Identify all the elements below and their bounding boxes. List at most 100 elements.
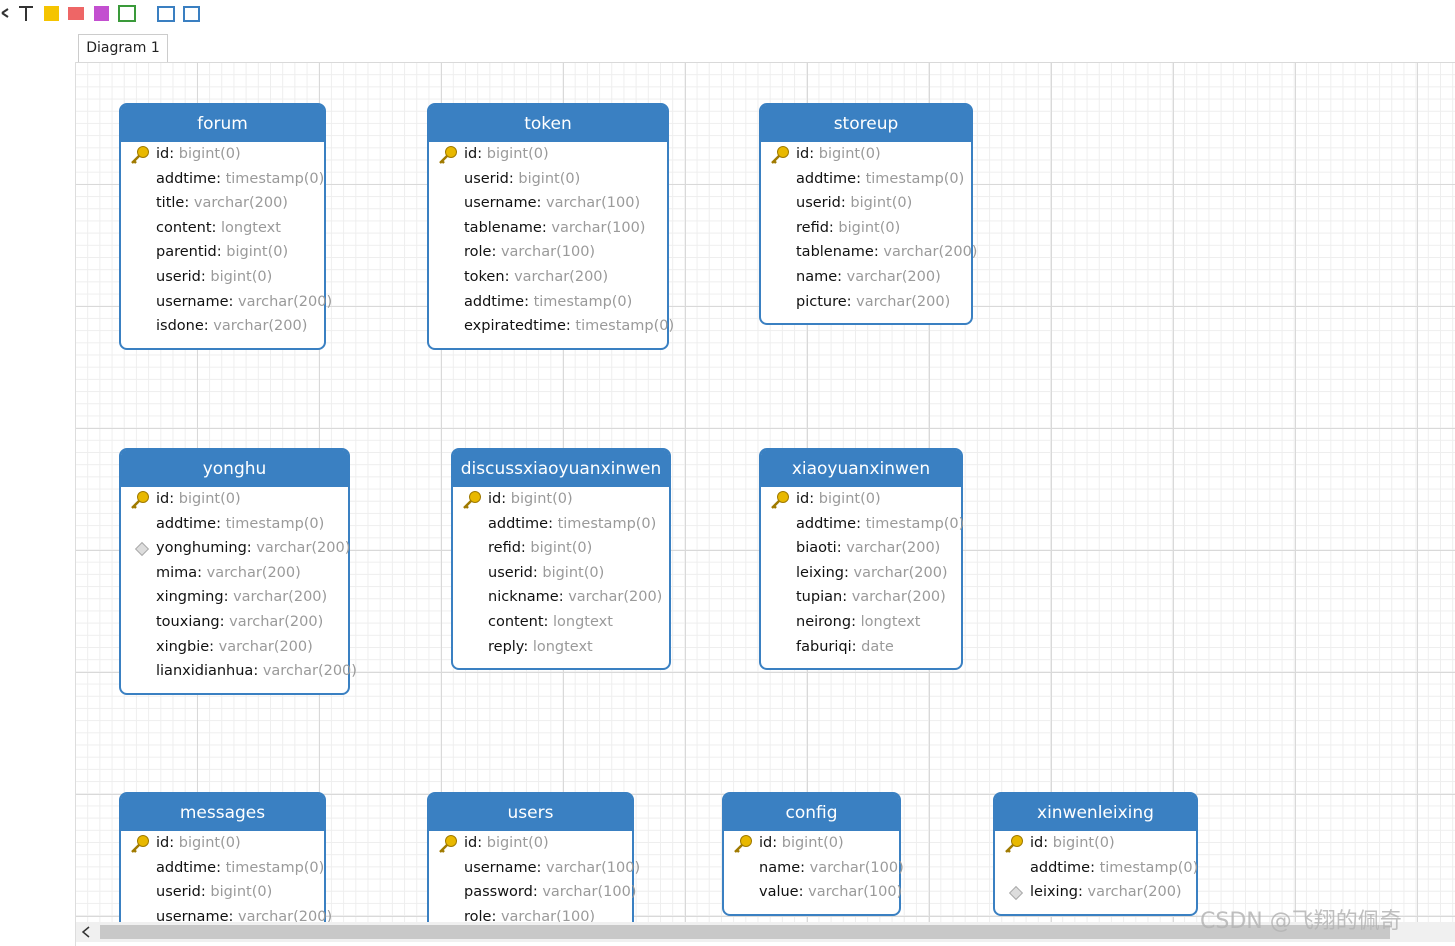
field-type: varchar(200) (209, 639, 313, 655)
table-name: discussxiaoyuanxinwen (453, 450, 669, 487)
field-name: id (488, 491, 502, 507)
field-row: idbigint(0) (429, 142, 667, 167)
field-name: id (759, 835, 773, 851)
field-row: useridbigint(0) (121, 880, 324, 905)
table-name: storeup (761, 105, 971, 142)
field-row: addtimetimestamp(0) (453, 512, 669, 537)
diagram-canvas: forumidbigint(0)addtimetimestamp(0)title… (76, 62, 1455, 922)
field-row: addtimetimestamp(0) (995, 856, 1198, 881)
field-name: id (156, 146, 170, 162)
key-icon (439, 835, 457, 853)
field-row: parentidbigint(0) (121, 240, 324, 265)
table-name: forum (121, 105, 324, 142)
table-box[interactable]: configidbigint(0)namevarchar(100)valueva… (722, 792, 904, 916)
field-type: bigint(0) (477, 835, 548, 851)
table-box[interactable]: xiaoyuanxinwenidbigint(0)addtimetimestam… (759, 448, 964, 671)
field-row: leixingvarchar(200) (995, 880, 1196, 905)
field-type: longtext (851, 614, 920, 630)
field-type: timestamp(0) (548, 516, 656, 532)
field-row: lianxidianhuavarchar(200) (121, 659, 357, 684)
field-row: rolevarchar(100) (429, 240, 667, 265)
field-row: idbigint(0) (121, 142, 324, 167)
table-name: xiaoyuanxinwen (761, 450, 961, 487)
field-row: idbigint(0) (995, 831, 1196, 856)
field-row: usernamevarchar(200) (121, 290, 332, 315)
field-name: content (488, 613, 544, 630)
table-name: messages (121, 794, 324, 831)
left-panel (0, 62, 76, 946)
field-type: timestamp(0) (216, 171, 324, 187)
field-name: value (759, 884, 799, 901)
field-name: parentid (156, 244, 217, 261)
field-type: timestamp(0) (216, 860, 324, 876)
field-row: addtimetimestamp(0) (121, 512, 348, 537)
field-type: bigint(0) (169, 491, 240, 507)
field-row: idbigint(0) (761, 487, 961, 512)
field-type: varchar(200) (229, 294, 333, 310)
field-name: id (796, 146, 810, 162)
field-name: refid (796, 219, 829, 236)
field-row: xingbievarchar(200) (121, 635, 348, 660)
field-type: varchar(200) (224, 589, 328, 605)
field-row: leixingvarchar(200) (761, 561, 961, 586)
field-type: bigint(0) (1043, 835, 1114, 851)
field-type: timestamp(0) (524, 294, 632, 310)
table-box[interactable]: messagesidbigint(0)addtimetimestamp(0)us… (119, 792, 332, 922)
field-type: varchar(100) (491, 244, 595, 260)
field-name: xingming (156, 589, 224, 606)
field-name: role (464, 244, 492, 261)
table-box[interactable]: forumidbigint(0)addtimetimestamp(0)title… (119, 103, 332, 350)
table-box[interactable]: usersidbigint(0)usernamevarchar(100)pass… (427, 792, 640, 922)
key-icon (734, 835, 752, 853)
toolbar-icons (1, 5, 200, 22)
horizontal-scrollbar[interactable] (76, 922, 1455, 942)
field-name: picture (796, 293, 847, 310)
field-type: varchar(200) (837, 540, 941, 556)
field-row: nicknamevarchar(200) (453, 585, 669, 610)
field-name: biaoti (796, 540, 837, 557)
field-row: addtimetimestamp(0) (761, 512, 964, 537)
field-row: expiratedtimetimestamp(0) (429, 314, 674, 339)
field-row: addtimetimestamp(0) (121, 856, 324, 881)
field-type: varchar(100) (533, 884, 637, 900)
field-type: varchar(200) (197, 565, 301, 581)
field-row: titlevarchar(200) (121, 191, 324, 216)
field-row: contentlongtext (453, 610, 669, 635)
table-box[interactable]: tokenidbigint(0)useridbigint(0)usernamev… (427, 103, 674, 350)
field-row: rolevarchar(100) (429, 905, 632, 922)
field-row: idbigint(0) (761, 142, 971, 167)
field-name: userid (796, 195, 841, 212)
field-name: name (796, 268, 838, 285)
field-name: yonghuming (156, 540, 247, 557)
field-name: id (156, 835, 170, 851)
field-row: mimavarchar(200) (121, 561, 348, 586)
field-name: userid (156, 268, 201, 285)
scroll-thumb[interactable] (100, 925, 1390, 939)
field-row: idbigint(0) (429, 831, 632, 856)
field-type: longtext (212, 220, 281, 236)
field-name: neirong (796, 613, 852, 630)
field-row: addtimetimestamp(0) (429, 290, 667, 315)
field-name: addtime (156, 170, 217, 187)
field-row: xingmingvarchar(200) (121, 585, 348, 610)
field-row: useridbigint(0) (429, 167, 667, 192)
field-name: touxiang (156, 613, 220, 630)
field-type: longtext (544, 614, 613, 630)
field-row: useridbigint(0) (453, 561, 669, 586)
field-type: bigint(0) (509, 171, 580, 187)
table-box[interactable]: discussxiaoyuanxinwen id bigint(0) addtimet… (451, 448, 671, 671)
table-box[interactable]: xinwenleixingidbigint(0)addtimetimestamp… (993, 792, 1198, 916)
field-row: addtimetimestamp(0) (121, 167, 324, 192)
field-name: addtime (156, 859, 217, 876)
field-name: tablename (796, 244, 874, 261)
field-name: tablename (464, 219, 542, 236)
field-row: namevarchar(100) (724, 856, 904, 881)
table-box[interactable]: storeupidbigint(0)addtimetimestamp(0)use… (759, 103, 977, 326)
field-row: yonghumingvarchar(200) (121, 536, 350, 561)
scroll-left[interactable] (76, 922, 96, 942)
field-type: bigint(0) (521, 540, 592, 556)
field-name: addtime (796, 170, 857, 187)
table-box[interactable]: yonghuidbigint(0)addtimetimestamp(0)yong… (119, 448, 357, 695)
diagram-tab[interactable]: Diagram 1 (78, 34, 168, 62)
field-type: varchar(100) (800, 860, 904, 876)
